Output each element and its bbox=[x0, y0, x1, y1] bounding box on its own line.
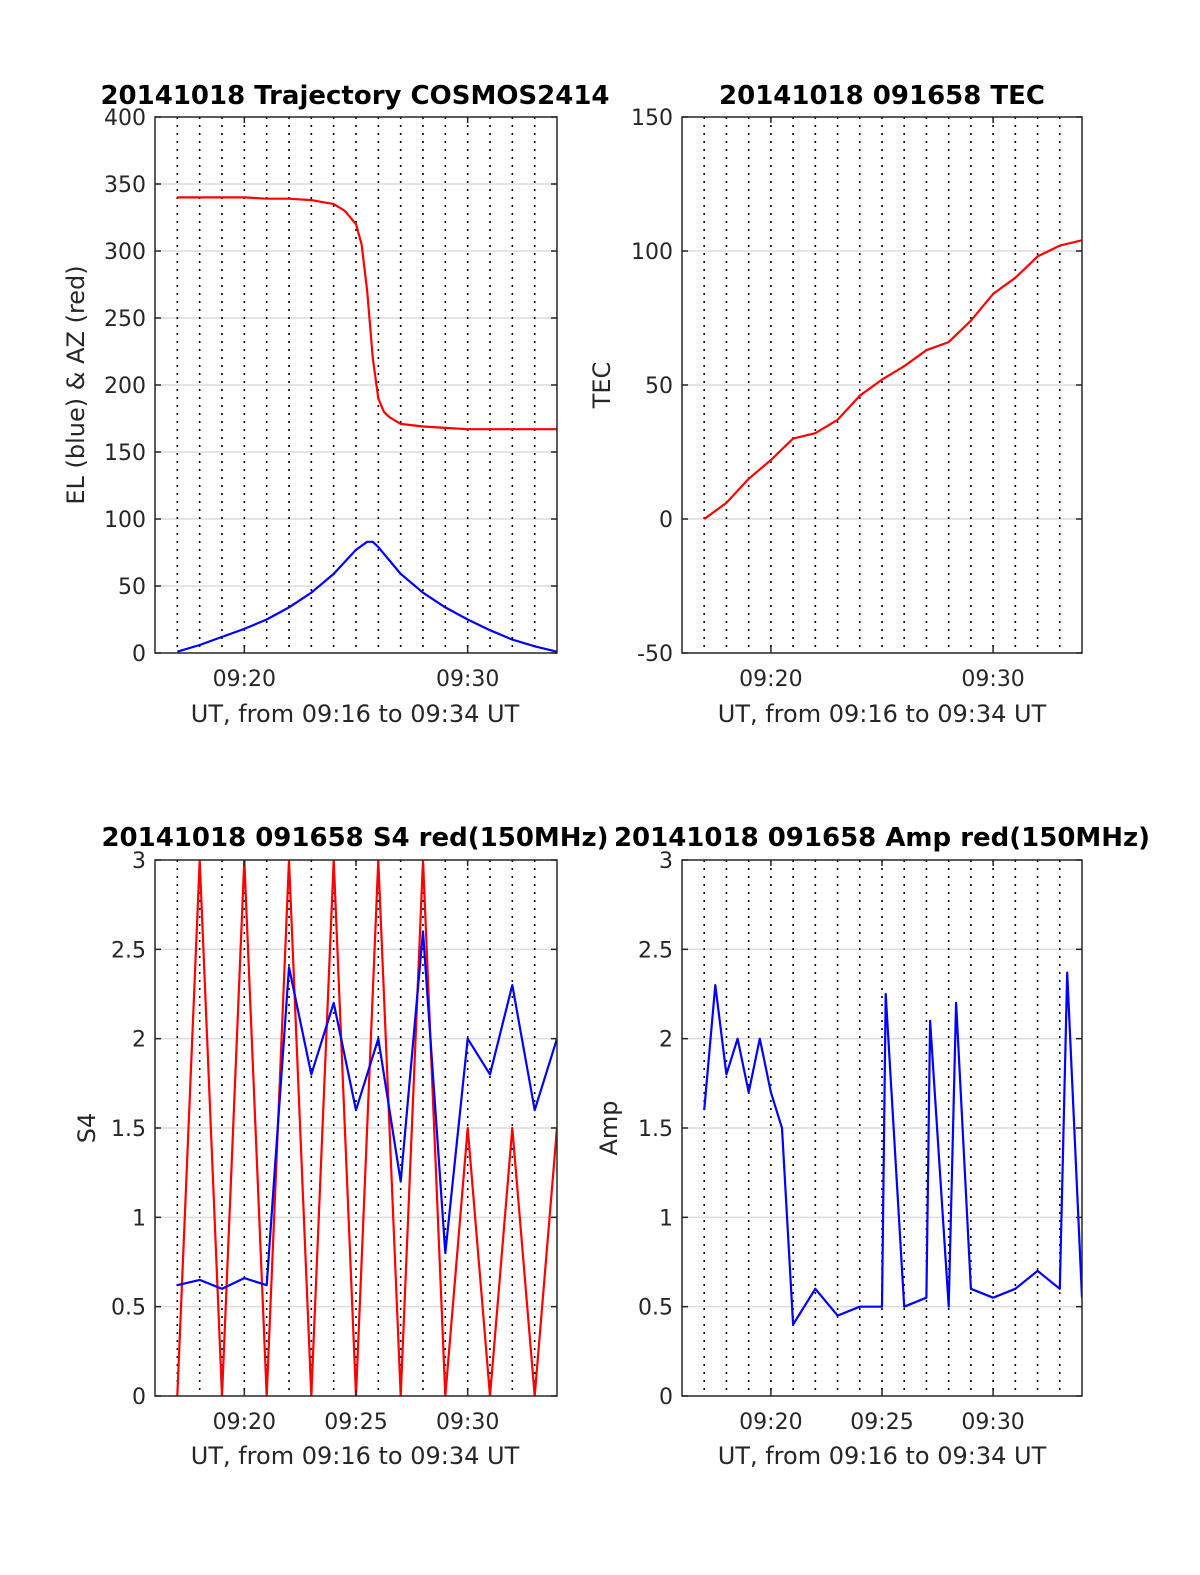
amp-x-axis-label: UT, from 09:16 to 09:34 UT bbox=[718, 1442, 1047, 1470]
s4-x-axis-label: UT, from 09:16 to 09:34 UT bbox=[191, 1442, 520, 1470]
s4-y-tick-label: 1 bbox=[132, 1206, 146, 1231]
s4-y-tick-label: 0.5 bbox=[111, 1296, 146, 1321]
s4-y-axis-label: S4 bbox=[73, 1113, 101, 1144]
amp-y-axis-label: Amp bbox=[595, 1100, 623, 1155]
tec-y-tick-label: -50 bbox=[637, 642, 673, 667]
trajectory-y-tick-label: 100 bbox=[104, 508, 146, 533]
tec-y-tick-label: 0 bbox=[659, 508, 673, 533]
amp-y-tick-label: 0.5 bbox=[638, 1296, 673, 1321]
tec-y-tick-label: 150 bbox=[631, 106, 673, 131]
amp-y-tick-label: 1 bbox=[659, 1206, 673, 1231]
trajectory-y-tick-label: 350 bbox=[104, 173, 146, 198]
s4-y-tick-label: 2.5 bbox=[111, 938, 146, 963]
amp-title: 20141018 091658 Amp red(150MHz) bbox=[614, 823, 1150, 853]
tec-y-tick-label: 100 bbox=[631, 240, 673, 265]
trajectory-x-axis-label: UT, from 09:16 to 09:34 UT bbox=[191, 700, 520, 728]
amp-y-tick-label: 2 bbox=[659, 1028, 673, 1053]
s4-series-1-line bbox=[177, 930, 557, 1290]
trajectory-y-tick-label: 400 bbox=[104, 106, 146, 131]
tec-x-axis-label: UT, from 09:16 to 09:34 UT bbox=[718, 700, 1047, 728]
tec-series-0-line bbox=[703, 239, 1082, 520]
tec-x-tick-label: 09:30 bbox=[961, 667, 1024, 692]
trajectory-y-tick-label: 200 bbox=[104, 374, 146, 399]
s4-y-tick-label: 0 bbox=[132, 1385, 146, 1410]
s4-x-tick-label: 09:25 bbox=[324, 1410, 387, 1435]
s4-panel: 20141018 091658 S4 red(150MHz) UT, from … bbox=[73, 823, 609, 1470]
tec-title: 20141018 091658 TEC bbox=[719, 81, 1045, 111]
tec-y-tick-label: 50 bbox=[645, 374, 673, 399]
amp-y-tick-label: 0 bbox=[659, 1385, 673, 1410]
amp-x-tick-label: 09:25 bbox=[850, 1410, 913, 1435]
trajectory-y-tick-label: 300 bbox=[104, 240, 146, 265]
s4-y-tick-label: 2 bbox=[132, 1028, 146, 1053]
s4-series-0-line bbox=[176, 860, 557, 1396]
s4-x-tick-label: 09:30 bbox=[436, 1410, 499, 1435]
s4-y-tick-label: 1.5 bbox=[111, 1117, 146, 1142]
amp-panel: 20141018 091658 Amp red(150MHz) UT, from… bbox=[595, 823, 1150, 1470]
trajectory-x-tick-label: 09:20 bbox=[213, 667, 276, 692]
amp-series-0-line bbox=[703, 971, 1082, 1326]
amp-y-tick-label: 2.5 bbox=[638, 938, 673, 963]
amp-y-tick-label: 1.5 bbox=[638, 1117, 673, 1142]
s4-title: 20141018 091658 S4 red(150MHz) bbox=[101, 823, 608, 853]
amp-x-tick-label: 09:20 bbox=[739, 1410, 802, 1435]
trajectory-series-0-line bbox=[177, 196, 557, 431]
trajectory-y-axis-label: EL (blue) & AZ (red) bbox=[62, 265, 90, 504]
tec-y-axis-label: TEC bbox=[588, 362, 616, 410]
trajectory-y-tick-label: 250 bbox=[104, 307, 146, 332]
trajectory-y-tick-label: 0 bbox=[132, 642, 146, 667]
s4-x-tick-label: 09:20 bbox=[213, 1410, 276, 1435]
trajectory-y-tick-label: 50 bbox=[118, 575, 146, 600]
tec-x-tick-label: 09:20 bbox=[739, 667, 802, 692]
trajectory-y-tick-label: 150 bbox=[104, 441, 146, 466]
s4-y-tick-label: 3 bbox=[132, 849, 146, 874]
amp-x-tick-label: 09:30 bbox=[961, 1410, 1024, 1435]
trajectory-title: 20141018 Trajectory COSMOS2414 bbox=[100, 81, 609, 111]
trajectory-x-tick-label: 09:30 bbox=[436, 667, 499, 692]
tec-panel: 20141018 091658 TEC UT, from 09:16 to 09… bbox=[588, 81, 1083, 728]
amp-y-tick-label: 3 bbox=[659, 849, 673, 874]
trajectory-series-1-line bbox=[176, 540, 557, 653]
trajectory-panel: 20141018 Trajectory COSMOS2414 UT, from … bbox=[62, 81, 610, 728]
